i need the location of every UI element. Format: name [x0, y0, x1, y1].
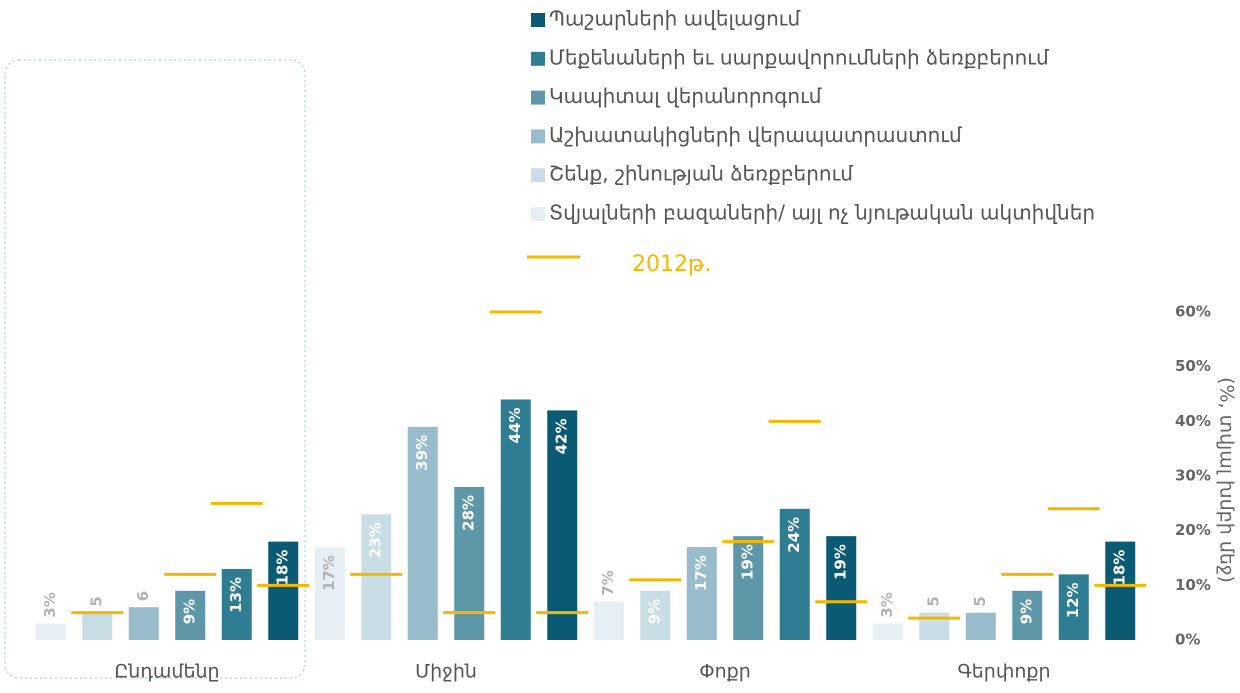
- bar: [779, 508, 810, 640]
- y-tick-label: 0%: [1175, 631, 1200, 649]
- highlight-box: [4, 59, 306, 679]
- bar: [407, 426, 438, 640]
- bar: [175, 590, 206, 640]
- bar: [640, 590, 671, 640]
- bar: [128, 607, 159, 640]
- legend-swatch: [531, 207, 545, 221]
- value-label: 24%: [785, 517, 803, 553]
- value-label: 9%: [646, 599, 664, 624]
- legend-label: 2012թ.: [632, 252, 711, 277]
- y-tick-label: 30%: [1175, 467, 1211, 485]
- bar: [1012, 590, 1043, 640]
- legend-label: Մեքենաների եւ սարքավորումների ձեռքբերում: [549, 45, 1049, 69]
- bar: [872, 623, 903, 640]
- bar: [547, 410, 578, 640]
- value-label: 44%: [506, 407, 524, 443]
- legend-label: Պաշարների ավելացում: [549, 7, 800, 31]
- value-label: 18%: [274, 550, 292, 586]
- value-label: 7%: [599, 570, 617, 595]
- y-tick-label: 60%: [1175, 303, 1211, 321]
- y-tick-label: 10%: [1175, 576, 1211, 594]
- value-label: 17%: [692, 555, 710, 591]
- y-tick-label: 40%: [1175, 412, 1211, 430]
- bar: [82, 612, 113, 640]
- value-label: 3%: [878, 592, 896, 617]
- value-label: 5: [88, 596, 106, 606]
- value-label: 18%: [1111, 550, 1129, 586]
- y-tick-label: 20%: [1175, 521, 1211, 539]
- bar: [361, 514, 392, 640]
- bar: [454, 486, 485, 640]
- legend-label: Տվյալների բազաների/ այլ ոչ նյութական ակտ…: [549, 201, 1095, 225]
- legend-label: Աշխատակիցների վերապատրաստում: [549, 123, 962, 147]
- value-label: 9%: [1018, 599, 1036, 624]
- value-label: 9%: [181, 599, 199, 624]
- legend-swatch: [531, 129, 545, 144]
- value-label: 5: [925, 596, 943, 606]
- y-axis-label: (%, տվյալ խմբի մեջ): [1216, 377, 1238, 583]
- legend-swatch: [531, 13, 545, 27]
- bar: [826, 536, 857, 640]
- value-label: 19%: [832, 544, 850, 580]
- value-label: 6: [134, 591, 152, 601]
- bar: [1105, 541, 1136, 640]
- value-label: 17%: [320, 555, 338, 591]
- legend-swatch: [531, 51, 545, 66]
- legend-label: Կապիտալ վերանորոգում: [549, 84, 822, 108]
- value-label: 19%: [739, 544, 757, 580]
- legend-swatch: [531, 168, 545, 183]
- bar: [268, 541, 299, 640]
- value-label: 39%: [413, 435, 431, 471]
- value-label: 13%: [227, 577, 245, 613]
- bar: [35, 623, 66, 640]
- bar: [965, 612, 996, 640]
- x-tick-label: Միջին: [415, 661, 477, 683]
- bar: [314, 547, 345, 640]
- legend-swatch: [531, 90, 545, 105]
- legend-label: Շենք, շինության ձեռքբերում: [549, 162, 853, 186]
- value-label: 12%: [1064, 582, 1082, 618]
- x-tick-label: Ընդամենը: [114, 661, 219, 683]
- value-label: 28%: [460, 495, 478, 531]
- bar: [593, 601, 624, 640]
- bar: [1058, 574, 1089, 640]
- value-label: 5: [971, 596, 989, 606]
- bar: [221, 568, 252, 640]
- y-tick-label: 50%: [1175, 357, 1211, 375]
- value-label: 42%: [553, 418, 571, 454]
- bar: [733, 536, 764, 640]
- bar: [500, 399, 531, 640]
- value-label: 23%: [367, 522, 385, 558]
- x-tick-label: Փոքր: [699, 661, 751, 683]
- bar: [686, 547, 717, 640]
- value-label: 3%: [41, 592, 59, 617]
- x-tick-label: Գերփոքր: [957, 661, 1050, 683]
